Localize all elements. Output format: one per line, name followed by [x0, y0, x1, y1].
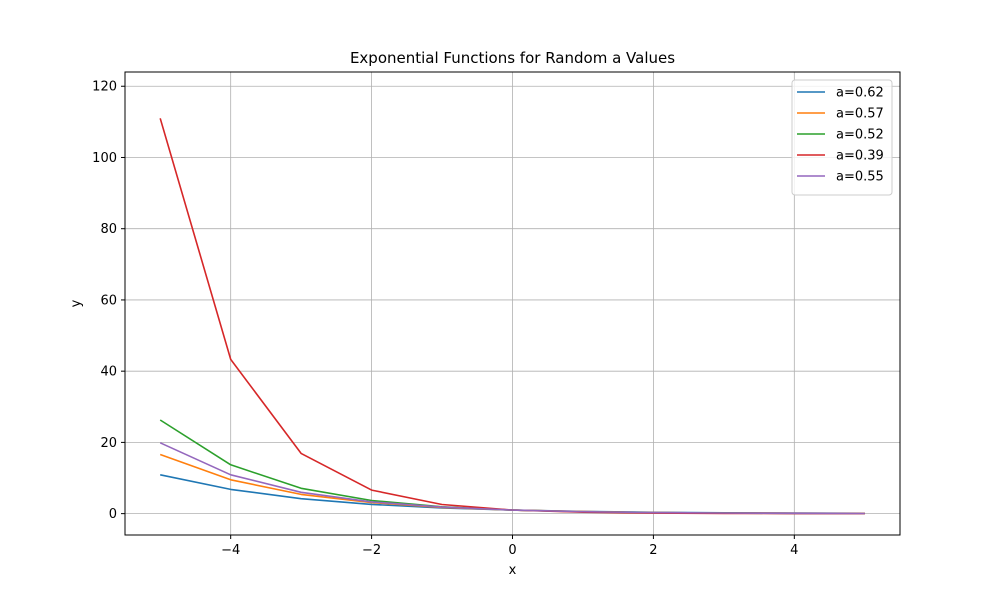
legend: a=0.62 a=0.57 a=0.52 a=0.39 a=0.55 — [791, 79, 893, 196]
y-tick-label: 40 — [100, 365, 117, 380]
x-tick-label: 4 — [790, 543, 798, 558]
y-tick-label: 120 — [92, 80, 117, 95]
y-tick-label: 80 — [100, 222, 117, 237]
y-tick-label: 100 — [92, 151, 117, 166]
legend-box — [791, 79, 893, 196]
legend-label: a=0.62 — [836, 86, 884, 101]
legend-label: a=0.57 — [836, 107, 884, 122]
x-axis-label: x — [509, 563, 517, 578]
series-line — [159, 442, 865, 515]
chart-title: Exponential Functions for Random a Value… — [350, 49, 675, 67]
x-tick-label: 0 — [508, 543, 516, 558]
legend-label: a=0.39 — [836, 149, 884, 164]
legend-label: a=0.55 — [836, 170, 884, 185]
x-tick-label: −4 — [221, 543, 240, 558]
y-tick-label: 0 — [109, 507, 117, 522]
x-tick-label: −2 — [362, 543, 381, 558]
x-tick-label: 2 — [649, 543, 657, 558]
series-lines — [159, 118, 865, 515]
y-axis-label: y — [69, 299, 84, 307]
grid — [125, 72, 900, 535]
y-tick-label: 60 — [100, 293, 117, 308]
y-tick-label: 20 — [100, 436, 117, 451]
legend-label: a=0.52 — [836, 128, 884, 143]
